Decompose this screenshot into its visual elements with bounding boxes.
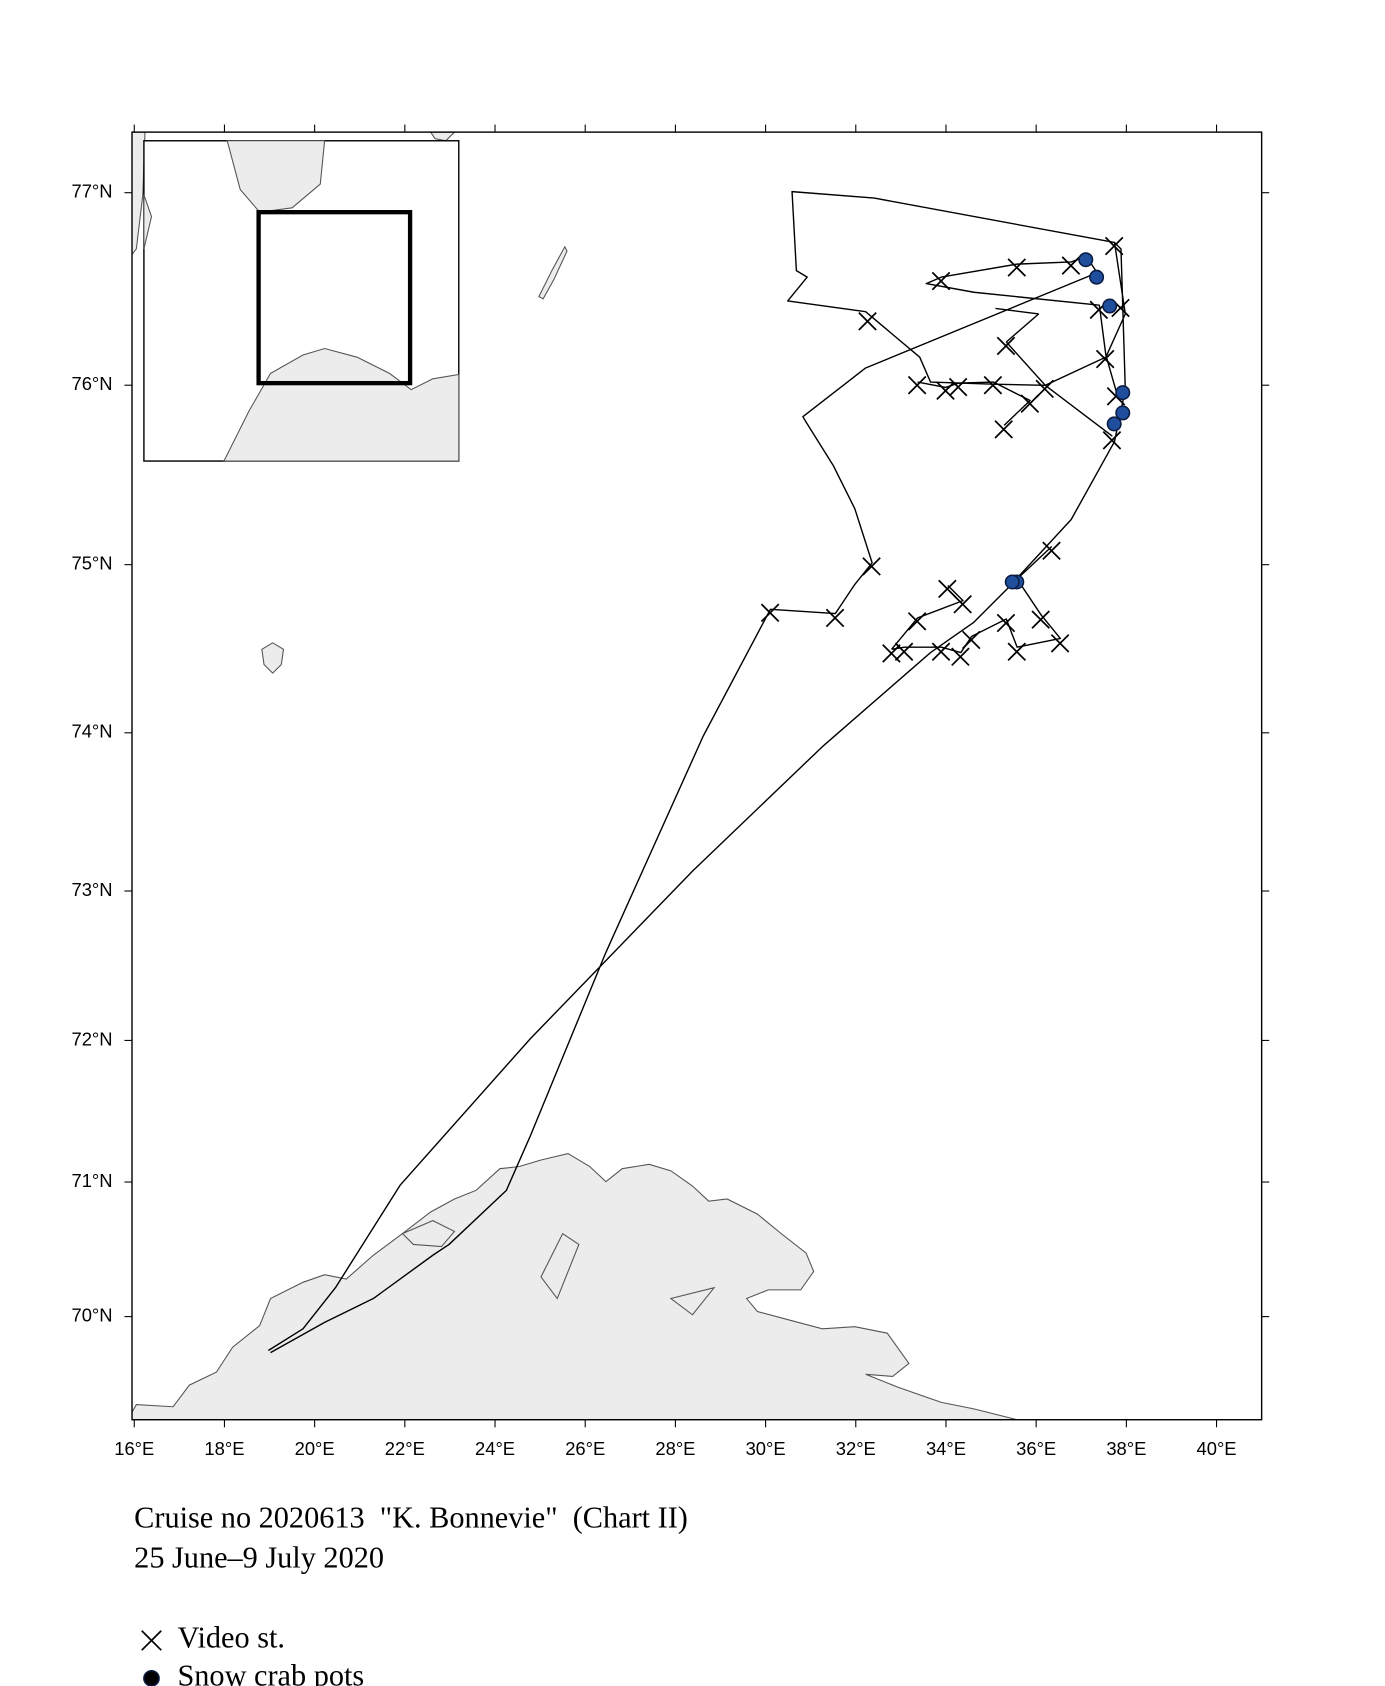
- video-station: [994, 420, 1013, 439]
- legend-label: Snow crab pots: [177, 1658, 364, 1686]
- video-station: [825, 608, 845, 628]
- x-tick-label: 36°E: [1016, 1438, 1056, 1459]
- video-station: [1061, 256, 1081, 275]
- fjord-islands: [401, 1220, 716, 1316]
- title: Cruise no 2020613 "K. Bonnevie" (Chart I…: [134, 1500, 688, 1534]
- video-station: [1035, 379, 1055, 399]
- video-station: [862, 557, 881, 576]
- video-station: [858, 312, 877, 331]
- cruise-track: [270, 255, 1118, 1354]
- video-station: [931, 642, 951, 662]
- x-tick-label: 38°E: [1106, 1438, 1146, 1459]
- video-station: [907, 612, 927, 631]
- video-station: [938, 579, 957, 599]
- video-station: [951, 647, 970, 667]
- video-station: [1104, 236, 1124, 256]
- snow-crab-pot: [1115, 385, 1131, 401]
- x-tick-label: 16°E: [114, 1438, 154, 1459]
- video-station: [961, 630, 981, 650]
- y-tick-label: 70°N: [71, 1304, 112, 1325]
- x-tick-label: 24°E: [475, 1438, 515, 1459]
- snow-crab-pot: [1106, 416, 1122, 432]
- video-station: [894, 642, 914, 662]
- video-station: [1095, 349, 1115, 369]
- mainland: [132, 1152, 1018, 1420]
- snow-crab-pot: [1115, 405, 1131, 421]
- video-station: [1102, 431, 1122, 450]
- legend-symbol: [141, 1630, 162, 1651]
- video-station: [1020, 394, 1040, 413]
- video-station: [953, 595, 972, 614]
- bear-island: [261, 642, 285, 674]
- y-tick-label: 75°N: [71, 553, 112, 574]
- snow-crab-pot: [1078, 252, 1094, 268]
- video-station: [996, 613, 1016, 633]
- y-tick-label: 71°N: [71, 1170, 112, 1191]
- x-tick-label: 32°E: [836, 1438, 876, 1459]
- hopen: [538, 245, 568, 300]
- video-station: [936, 381, 955, 401]
- y-tick-label: 76°N: [71, 373, 112, 394]
- x-tick-label: 22°E: [385, 1438, 425, 1459]
- x-tick-label: 30°E: [746, 1438, 786, 1459]
- subtitle: 25 June–9 July 2020: [134, 1540, 384, 1574]
- legend: Video st. Snow crab pots: [141, 1620, 364, 1686]
- x-tick-label: 18°E: [204, 1438, 244, 1459]
- video-station: [983, 375, 1003, 395]
- video-station: [1042, 541, 1061, 561]
- inset-extent-box: [256, 210, 413, 386]
- video-station: [1007, 258, 1027, 277]
- x-tick-label: 20°E: [295, 1438, 335, 1459]
- snow-crab-pot: [1102, 298, 1118, 314]
- x-tick-label: 34°E: [926, 1438, 966, 1459]
- legend-symbol: [143, 1669, 160, 1686]
- cruise-track: [891, 307, 1113, 654]
- video-station: [931, 271, 951, 291]
- inset: [143, 140, 460, 462]
- snow-crab-pot: [1089, 269, 1105, 285]
- video-station: [996, 336, 1016, 356]
- snow-crab-pot: [1004, 574, 1020, 590]
- video-station: [1007, 642, 1027, 662]
- y-tick-label: 72°N: [71, 1028, 112, 1049]
- x-tick-label: 40°E: [1197, 1438, 1237, 1459]
- y-tick-label: 73°N: [71, 879, 112, 900]
- legend-label: Video st.: [177, 1620, 285, 1654]
- plot-frame: [131, 131, 1263, 1421]
- y-tick-label: 74°N: [71, 721, 112, 742]
- video-station: [1050, 634, 1070, 653]
- x-tick-label: 28°E: [655, 1438, 695, 1459]
- y-tick-label: 77°N: [71, 181, 112, 202]
- x-tick-label: 26°E: [565, 1438, 605, 1459]
- video-station: [760, 603, 780, 623]
- basemap: [132, 132, 1127, 1420]
- video-station: [907, 375, 927, 395]
- video-station: [1031, 610, 1050, 629]
- video-station: [948, 377, 968, 397]
